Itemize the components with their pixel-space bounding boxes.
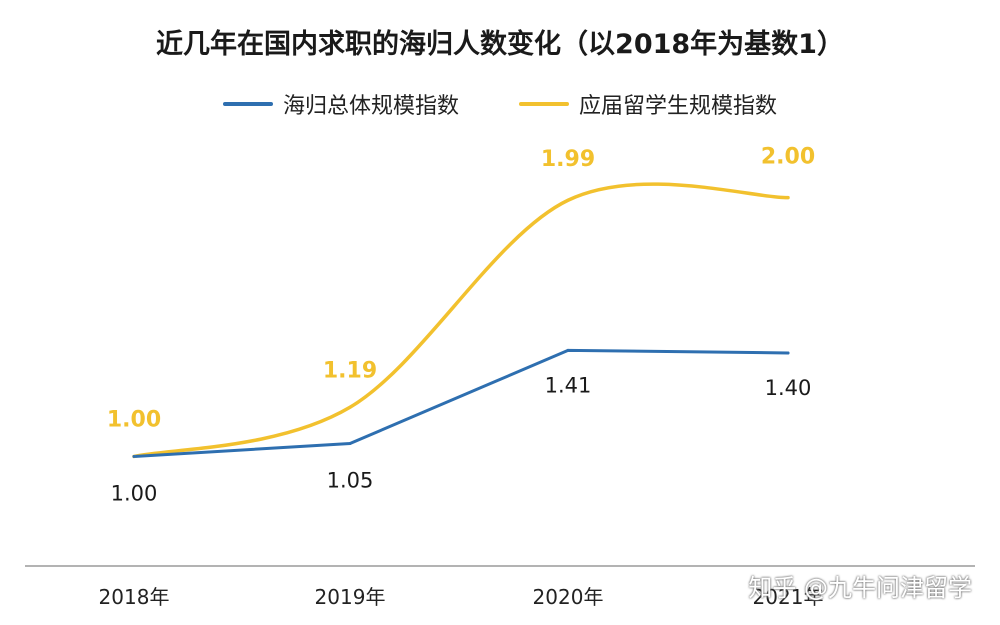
data-point-overall: [348, 442, 352, 446]
data-label-overall: 1.05: [327, 469, 374, 493]
legend-swatch-overall: [222, 102, 273, 106]
x-tick-label: 2018年: [99, 585, 170, 609]
legend: 海归总体规模指数 应届留学生规模指数: [0, 88, 1000, 120]
watermark: 知乎 @九牛问津留学: [748, 574, 972, 602]
data-label-graduates: 1.19: [323, 358, 377, 383]
x-tick-label: 2019年: [315, 585, 386, 609]
data-point-overall: [566, 348, 570, 352]
data-point-overall: [132, 454, 136, 458]
data-point-graduates: [348, 405, 352, 409]
legend-item-overall: 海归总体规模指数: [222, 88, 459, 120]
data-point-graduates: [566, 198, 570, 202]
data-point-overall: [786, 351, 790, 355]
legend-label-overall: 海归总体规模指数: [282, 94, 459, 119]
legend-item-graduates: 应届留学生规模指数: [519, 88, 777, 120]
series-line-overall: [132, 348, 790, 458]
data-label-overall: 1.00: [111, 481, 158, 505]
series-line-graduates: [132, 182, 790, 459]
data-point-graduates: [786, 196, 790, 200]
x-tick-label: 2021年: [753, 585, 824, 609]
x-tick-label: 2020年: [533, 585, 604, 609]
data-label-graduates: 2.00: [761, 145, 815, 170]
data-label-graduates: 1.99: [541, 147, 595, 172]
legend-swatch-graduates: [519, 102, 569, 106]
data-label-overall: 1.41: [545, 373, 592, 397]
legend-label-graduates: 应届留学生规模指数: [579, 94, 778, 119]
chart-title: 近几年在国内求职的海归人数变化（以2018年为基数1）: [156, 29, 844, 60]
data-label-overall: 1.40: [765, 376, 812, 400]
data-label-graduates: 1.00: [107, 407, 161, 432]
